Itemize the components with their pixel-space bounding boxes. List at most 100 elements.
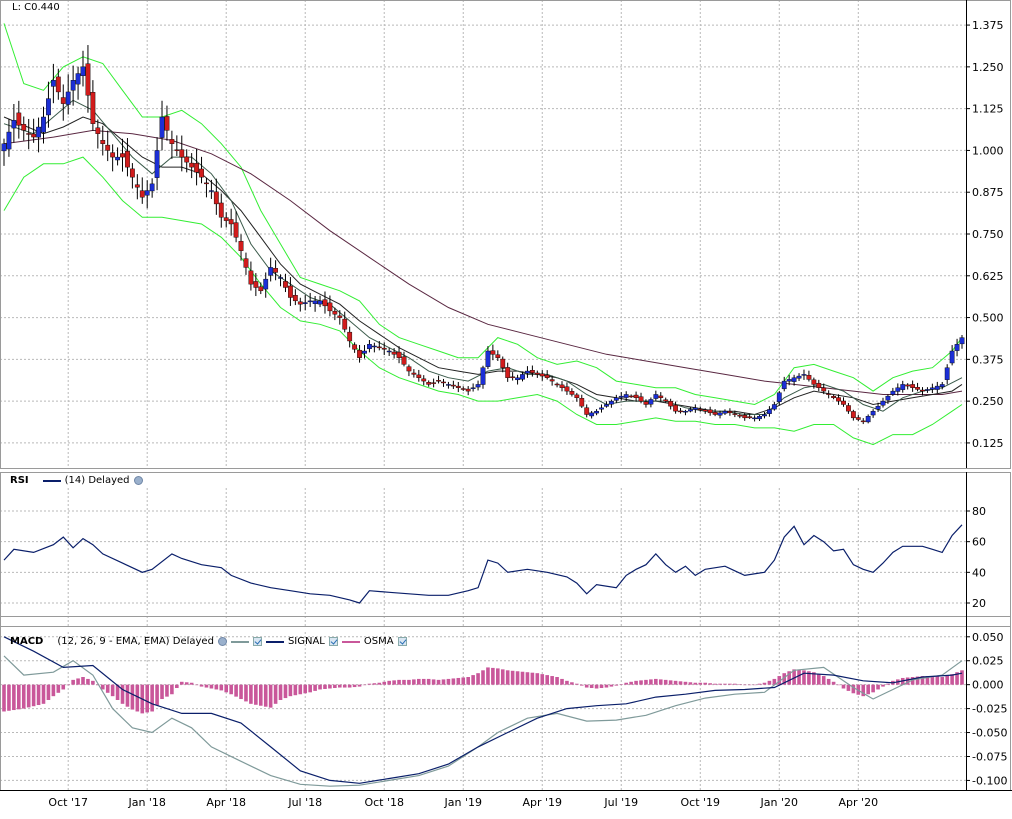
moving-average-slow-line[interactable] xyxy=(3,129,963,395)
osma-bar[interactable] xyxy=(456,677,461,685)
candlestick[interactable] xyxy=(307,292,313,308)
osma-bar[interactable] xyxy=(96,684,100,686)
osma-bar[interactable] xyxy=(570,682,574,685)
candlestick[interactable] xyxy=(875,402,881,412)
candlestick[interactable] xyxy=(663,397,669,403)
candlestick[interactable] xyxy=(194,148,199,186)
osma-bar[interactable] xyxy=(194,684,199,686)
osma-bar[interactable] xyxy=(342,684,347,688)
candlestick[interactable] xyxy=(199,156,204,184)
osma-bar[interactable] xyxy=(678,681,683,685)
candlestick[interactable] xyxy=(362,345,367,359)
osma-bar[interactable] xyxy=(46,684,51,700)
osma-bar[interactable] xyxy=(110,684,115,697)
candlestick[interactable] xyxy=(836,394,841,405)
osma-bar[interactable] xyxy=(471,675,475,685)
candlestick[interactable] xyxy=(268,257,274,282)
osma-bar[interactable] xyxy=(861,684,866,697)
candlestick[interactable] xyxy=(85,45,91,113)
osma-bar[interactable] xyxy=(115,684,120,700)
osma-bar[interactable] xyxy=(66,684,70,686)
candlestick[interactable] xyxy=(816,379,822,392)
osma-bar[interactable] xyxy=(328,684,332,689)
candlestick[interactable] xyxy=(732,410,738,418)
candlestick[interactable] xyxy=(179,135,185,172)
osma-bar[interactable] xyxy=(31,684,36,707)
osma-bar[interactable] xyxy=(520,671,525,685)
candlestick[interactable] xyxy=(174,135,180,156)
candlestick[interactable] xyxy=(929,383,935,394)
osma-bar[interactable] xyxy=(668,680,673,685)
osma-bar[interactable] xyxy=(431,679,436,685)
osma-bar[interactable] xyxy=(639,680,643,685)
candlestick[interactable] xyxy=(925,387,930,393)
osma-bar[interactable] xyxy=(175,684,179,689)
candlestick[interactable] xyxy=(134,174,140,200)
osma-bar[interactable] xyxy=(935,676,940,685)
osma-bar[interactable] xyxy=(599,684,604,689)
candlestick[interactable] xyxy=(821,383,827,395)
osma-bar[interactable] xyxy=(723,683,727,685)
candlestick[interactable] xyxy=(317,295,323,308)
candlestick[interactable] xyxy=(80,50,86,87)
osma-bar[interactable] xyxy=(802,670,806,685)
candlestick[interactable] xyxy=(544,370,550,380)
osma-bar[interactable] xyxy=(451,678,456,685)
candlestick[interactable] xyxy=(529,365,535,377)
osma-bar[interactable] xyxy=(782,673,787,685)
candlestick[interactable] xyxy=(850,409,856,421)
osma-bar[interactable] xyxy=(594,684,599,689)
osma-bar[interactable] xyxy=(145,684,150,713)
candlestick[interactable] xyxy=(594,409,599,416)
candlestick[interactable] xyxy=(431,378,437,388)
candlestick[interactable] xyxy=(574,392,580,402)
candlestick[interactable] xyxy=(692,404,698,413)
candlestick[interactable] xyxy=(727,408,733,416)
candlestick[interactable] xyxy=(446,381,451,389)
candlestick[interactable] xyxy=(337,310,343,325)
candlestick[interactable] xyxy=(490,344,496,361)
osma-bar[interactable] xyxy=(925,676,930,685)
osma-bar[interactable] xyxy=(387,680,391,685)
osma-bar[interactable] xyxy=(426,678,431,685)
osma-bar[interactable] xyxy=(362,684,367,686)
osma-bar[interactable] xyxy=(150,684,154,712)
osma-bar[interactable] xyxy=(579,684,584,686)
candlestick[interactable] xyxy=(26,118,32,150)
candlestick[interactable] xyxy=(465,386,471,396)
rsi-settings-icon[interactable] xyxy=(133,476,143,485)
candlestick[interactable] xyxy=(376,341,382,351)
osma-bar[interactable] xyxy=(654,678,658,685)
candlestick[interactable] xyxy=(149,178,155,198)
osma-bar[interactable] xyxy=(313,684,317,691)
osma-bar[interactable] xyxy=(12,684,16,711)
candlestick[interactable] xyxy=(895,383,901,396)
osma-bar[interactable] xyxy=(491,667,495,685)
candlestick[interactable] xyxy=(762,411,767,419)
candlestick[interactable] xyxy=(159,100,165,151)
candlestick[interactable] xyxy=(1,138,7,166)
candlestick[interactable] xyxy=(939,381,945,390)
candlestick[interactable] xyxy=(796,373,802,382)
candlestick[interactable] xyxy=(253,273,259,297)
candlestick[interactable] xyxy=(31,118,37,143)
candlestick[interactable] xyxy=(702,408,708,414)
candlestick[interactable] xyxy=(520,371,525,382)
osma-bar[interactable] xyxy=(229,684,233,695)
osma-bar[interactable] xyxy=(263,684,268,707)
candlestick[interactable] xyxy=(683,409,688,416)
candlestick[interactable] xyxy=(327,295,333,317)
osma-bar[interactable] xyxy=(812,672,816,685)
candlestick[interactable] xyxy=(791,374,797,386)
osma-bar[interactable] xyxy=(298,684,303,695)
candlestick[interactable] xyxy=(534,370,540,378)
osma-bar[interactable] xyxy=(945,675,949,685)
osma-bar[interactable] xyxy=(476,673,480,685)
candlestick[interactable] xyxy=(120,138,125,172)
osma-bar[interactable] xyxy=(347,684,352,688)
candlestick[interactable] xyxy=(41,106,46,144)
osma-bar[interactable] xyxy=(609,684,614,687)
candlestick[interactable] xyxy=(75,66,81,100)
candlestick[interactable] xyxy=(21,116,27,141)
candlestick[interactable] xyxy=(717,410,723,419)
